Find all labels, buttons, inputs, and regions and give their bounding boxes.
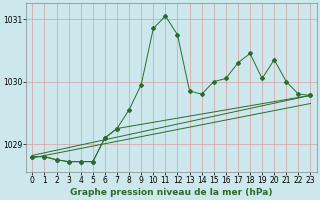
X-axis label: Graphe pression niveau de la mer (hPa): Graphe pression niveau de la mer (hPa) <box>70 188 273 197</box>
